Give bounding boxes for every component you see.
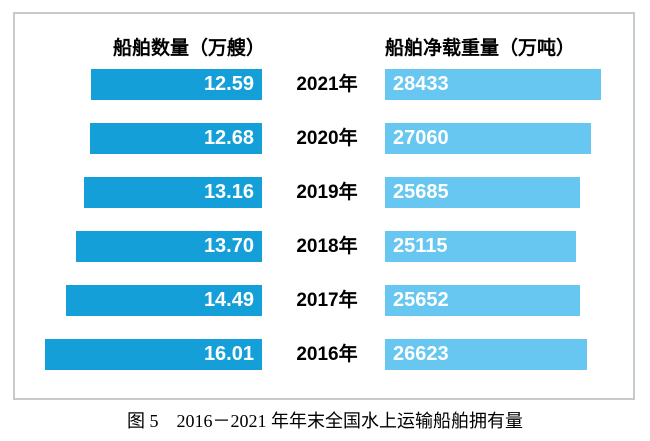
chart-row-2017: 14.49 2017年 25652 <box>15 285 633 316</box>
vessel-count-bar: 16.01 <box>45 339 262 370</box>
year-label: 2017年 <box>296 290 358 311</box>
chart-panel: 船舶数量（万艘） 船舶净载重量（万吨） 12.59 2021年 28433 12… <box>13 12 635 400</box>
deadweight-value: 25652 <box>393 289 449 311</box>
vessel-count-bar: 12.59 <box>91 69 262 100</box>
deadweight-bar: 27060 <box>385 123 591 154</box>
vessel-count-bar: 13.70 <box>76 231 262 262</box>
vessel-count-bar: 12.68 <box>90 123 262 154</box>
chart-row-2018: 13.70 2018年 25115 <box>15 231 633 262</box>
chart-row-2020: 12.68 2020年 27060 <box>15 123 633 154</box>
deadweight-value: 25685 <box>393 181 449 203</box>
deadweight-bar: 25115 <box>385 231 576 262</box>
year-label: 2018年 <box>296 236 358 257</box>
vessel-count-value: 14.49 <box>203 289 254 311</box>
year-label: 2019年 <box>296 182 358 203</box>
deadweight-value: 27060 <box>393 127 449 149</box>
deadweight-bar: 28433 <box>385 69 601 100</box>
figure-caption: 图 5 2016－2021 年年末全国水上运输船舶拥有量 <box>127 411 523 431</box>
deadweight-value: 26623 <box>393 343 449 365</box>
chart-row-2019: 13.16 2019年 25685 <box>15 177 633 208</box>
vessel-count-bar: 13.16 <box>83 177 262 208</box>
vessel-count-value: 13.16 <box>203 181 254 203</box>
left-series-header: 船舶数量（万艘） <box>112 38 265 59</box>
vessel-count-value: 16.01 <box>203 343 254 365</box>
deadweight-bar: 25685 <box>385 177 581 208</box>
vessel-count-bar: 14.49 <box>65 285 262 316</box>
year-label: 2016年 <box>296 344 358 365</box>
vessel-count-value: 12.59 <box>203 73 254 95</box>
deadweight-value: 25115 <box>393 235 448 257</box>
deadweight-bar: 26623 <box>385 339 588 370</box>
deadweight-bar: 25652 <box>385 285 580 316</box>
vessel-count-value: 12.68 <box>203 127 254 149</box>
vessel-count-value: 13.70 <box>203 235 254 257</box>
deadweight-value: 28433 <box>393 73 449 95</box>
year-label: 2020年 <box>296 128 358 149</box>
year-label: 2021年 <box>296 74 358 95</box>
chart-row-2021: 12.59 2021年 28433 <box>15 69 633 100</box>
chart-row-2016: 16.01 2016年 26623 <box>15 339 633 370</box>
right-series-header: 船舶净载重量（万吨） <box>385 38 576 59</box>
